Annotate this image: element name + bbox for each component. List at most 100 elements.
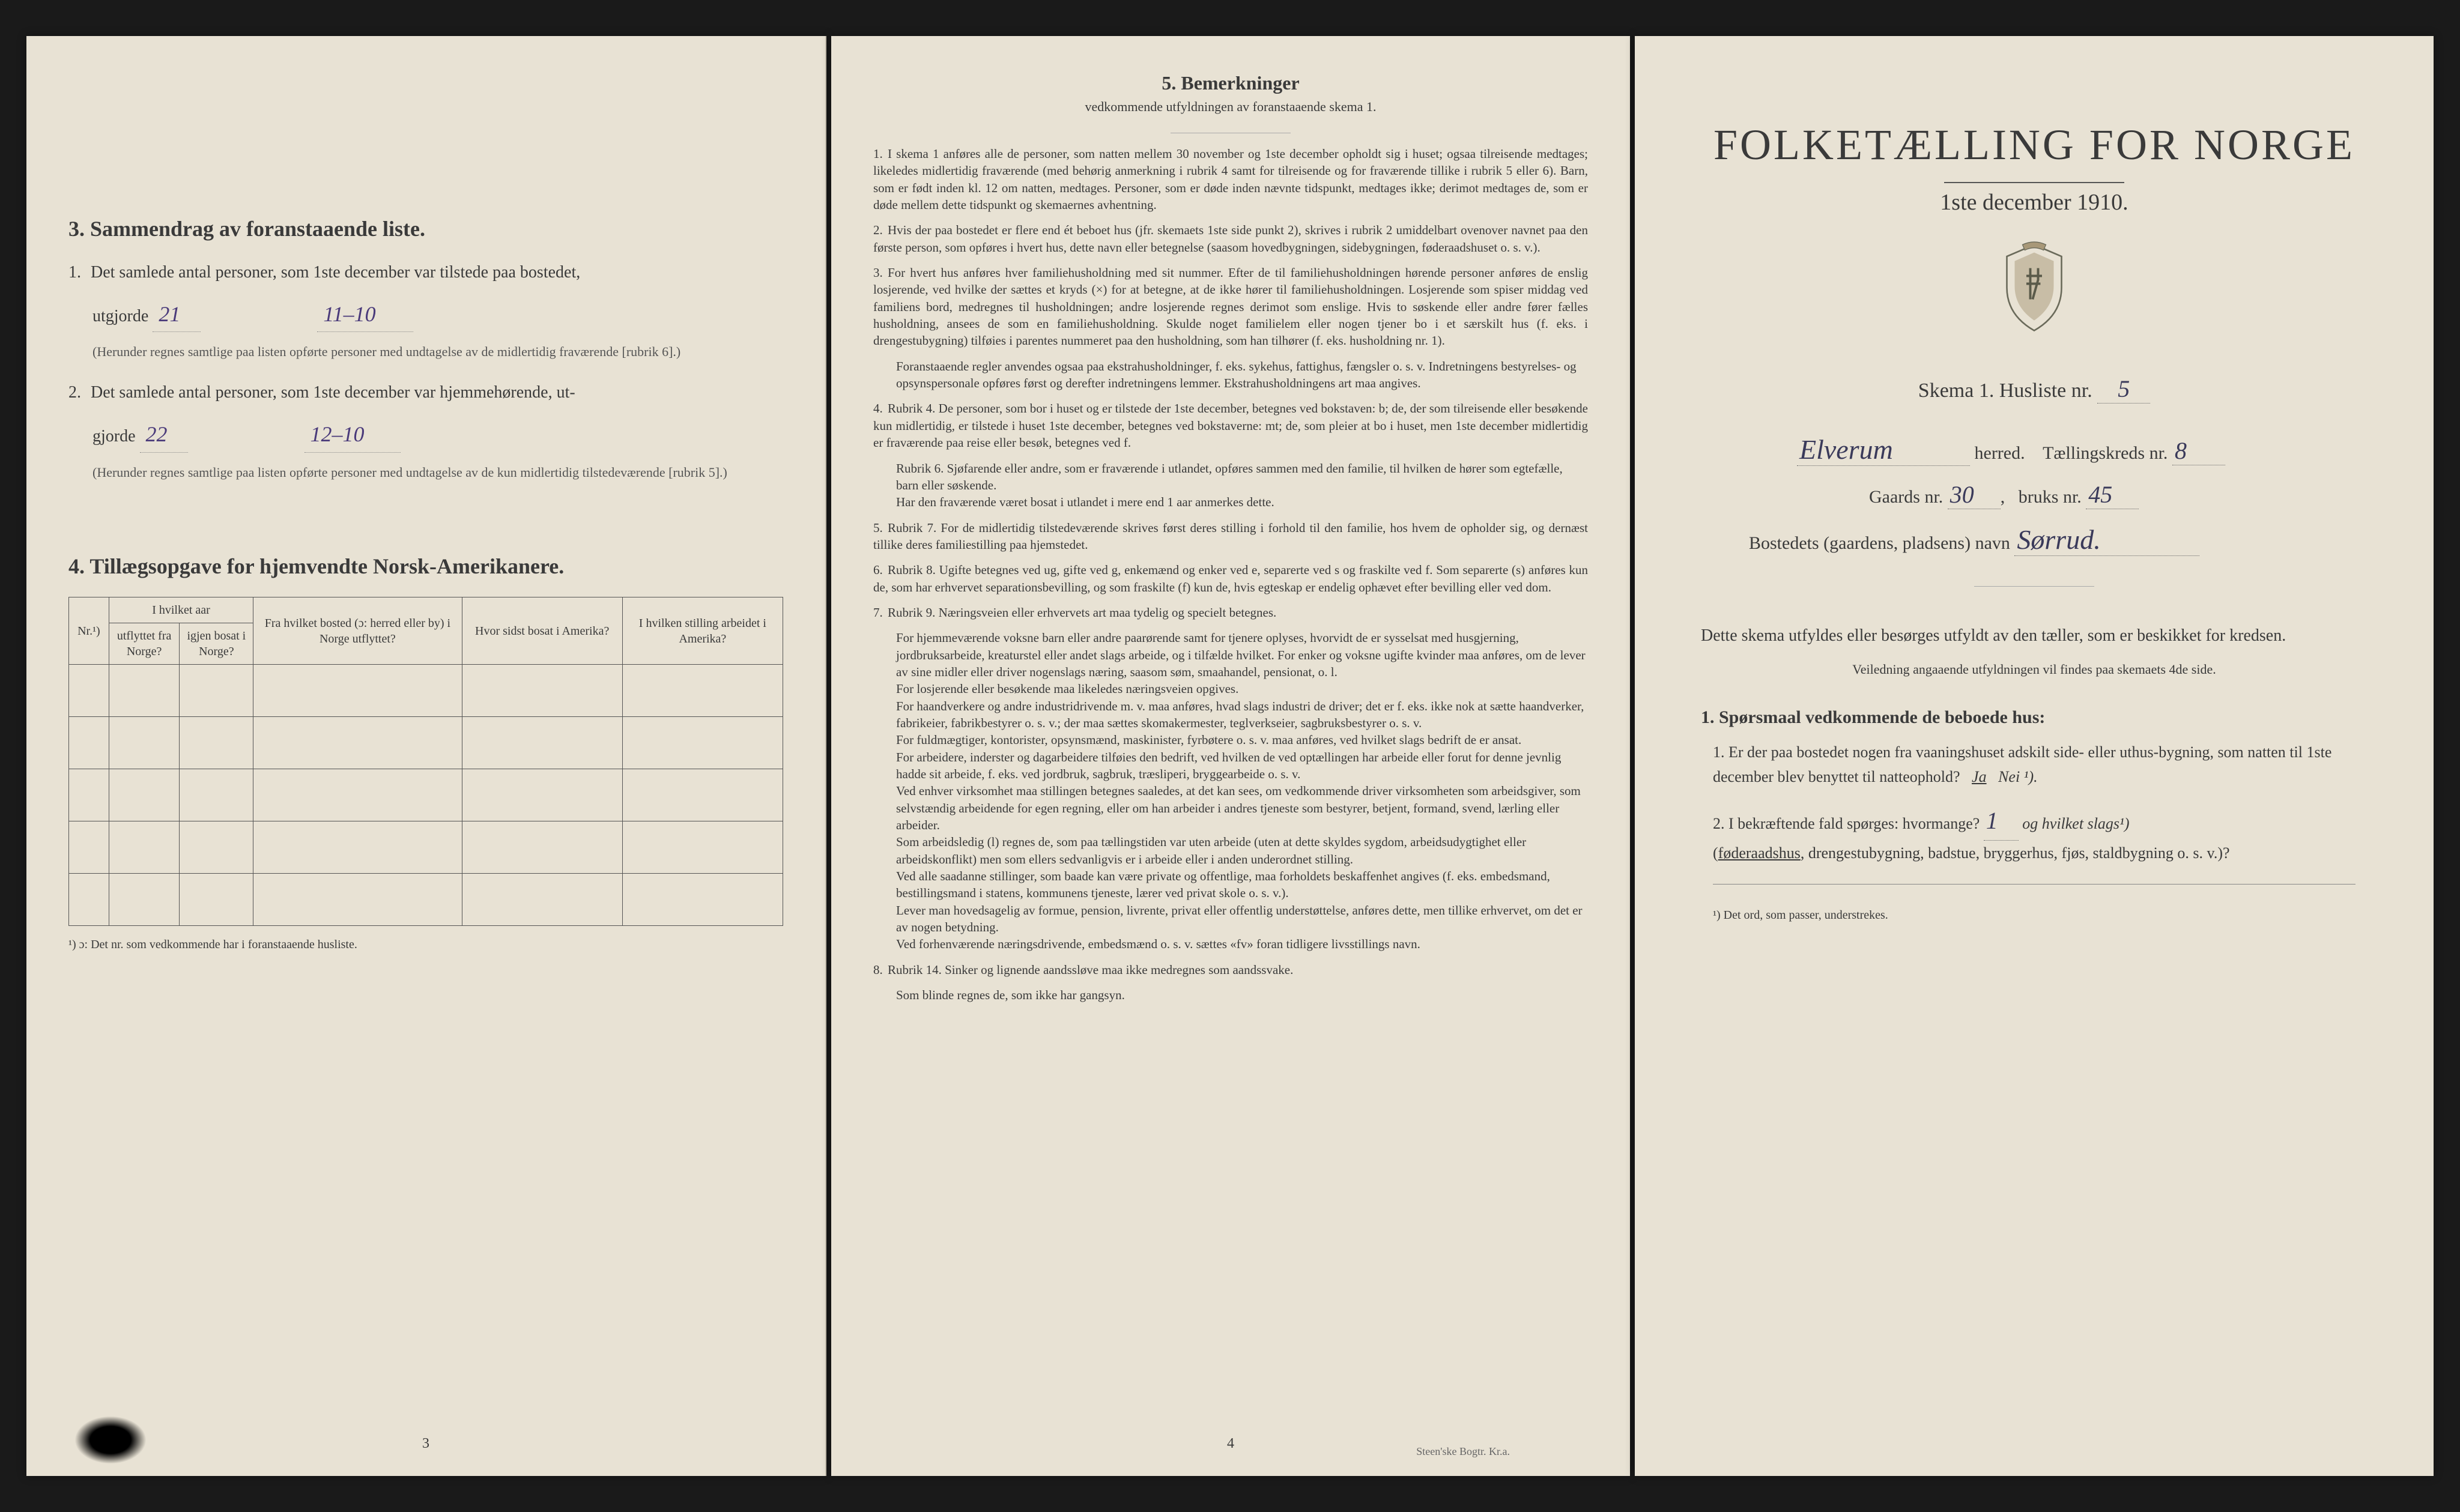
section5-subheading: vedkommende utfyldningen av foranstaaend… [873,99,1588,115]
skema-value: 5 [2097,375,2150,404]
gaards-label: Gaards nr. [1869,487,1943,507]
document-container: 3. Sammendrag av foranstaaende liste. 1.… [0,0,2460,1512]
table-row [69,717,783,769]
item1-text-b: utgjorde [92,307,148,325]
right-footnote: ¹) Det ord, som passer, understrekes. [1713,909,2392,922]
coat-of-arms [1677,240,2392,339]
herred-label: herred. [1975,443,2025,463]
page-number-3: 3 [422,1436,429,1452]
remark-indent: Som arbeidsledig (l) regnes de, som paa … [896,833,1588,868]
kreds-value: 8 [2172,437,2225,465]
bosted-value: Sørrud. [2014,524,2199,556]
table-row [69,665,783,717]
th-year-sub2: igjen bosat i Norge? [180,623,253,665]
question-2: 2. I bekræftende fald spørges: hvormange… [1713,802,2355,866]
q2-text-a: I bekræftende fald spørges: hvormange? [1728,815,1980,832]
q1-nei: Nei ¹). [1998,768,2038,785]
bosted-label: Bostedets (gaardens, pladsens) navn [1749,533,2010,553]
instruction1: Dette skema utfyldes eller besørges utfy… [1701,623,2368,650]
item2-text-a: Det samlede antal personer, som 1ste dec… [91,383,575,402]
item2-value1: 22 [140,417,188,453]
bruks-label: bruks nr. [2019,487,2082,507]
remark-indent: For losjerende eller besøkende maa likel… [896,680,1588,697]
item1-text-a: Det samlede antal personer, som 1ste dec… [91,263,580,282]
th-year-sub1: utflyttet fra Norge? [109,623,180,665]
remark-text: Rubrik 8. Ugifte betegnes ved ug, gifte … [873,563,1588,594]
page-right: FOLKETÆLLING FOR NORGE 1ste december 191… [1635,36,2434,1476]
remark-item: 8.Rubrik 14. Sinker og lignende aandsslø… [873,961,1588,978]
question-1: 1. Er der paa bostedet nogen fra vaaning… [1713,740,2355,790]
remark-indent: For haandverkere og andre industridriven… [896,698,1588,732]
table-row [69,821,783,874]
bosted-line: Bostedets (gaardens, pladsens) navn Sørr… [1749,524,2392,556]
remark-num: 6. [873,561,888,578]
page-middle: 5. Bemerkninger vedkommende utfyldningen… [831,36,1630,1476]
item1-num: 1. [68,259,86,286]
remark-item: 3.For hvert hus anføres hver familiehush… [873,264,1588,349]
remark-indent: Foranstaaende regler anvendes ogsaa paa … [896,358,1588,392]
th-stilling: I hvilken stilling arbeidet i Amerika? [622,597,783,665]
section3-heading: 3. Sammendrag av foranstaaende liste. [68,216,783,241]
kreds-label: Tællingskreds nr. [2043,443,2168,463]
q1-ja: Ja [1972,768,1987,785]
remark-item: 6.Rubrik 8. Ugifte betegnes ved ug, gift… [873,561,1588,596]
remark-indent: Som blinde regnes de, som ikke har gangs… [896,987,1588,1003]
th-year: I hvilket aar [109,597,253,623]
remark-num: 5. [873,519,888,536]
q2-text-b: og hvilket slags¹) [2022,815,2129,832]
herred-line: Elverum herred. Tællingskreds nr. 8 [1797,434,2392,466]
remark-item: 4.Rubrik 4. De personer, som bor i huset… [873,400,1588,451]
printer-note: Steen'ske Bogtr. Kr.a. [1416,1445,1510,1458]
page-left: 3. Sammendrag av foranstaaende liste. 1.… [26,36,826,1476]
remark-text: Rubrik 9. Næringsveien eller erhvervets … [888,605,1276,620]
remark-indent: Ved enhver virksomhet maa stillingen bet… [896,782,1588,833]
remark-indent: For fuldmægtiger, kontorister, opsynsmæn… [896,731,1588,748]
remark-indent: Rubrik 6. Sjøfarende eller andre, som er… [896,460,1588,494]
remark-text: Rubrik 4. De personer, som bor i huset o… [873,401,1588,450]
remark-item: 2.Hvis der paa bostedet er flere end ét … [873,222,1588,256]
item2-line2: gjorde 22 12–10 [92,417,783,453]
remark-text: For hvert hus anføres hver familiehushol… [873,265,1588,348]
remark-text: Rubrik 7. For de midlertidig tilstedevær… [873,521,1588,552]
th-nr: Nr.¹) [69,597,109,665]
q2-text-c: (føderaadshus, drengestubygning, badstue… [1713,844,2230,862]
herred-value: Elverum [1797,434,1970,466]
separator [1713,884,2355,885]
remark-indent: Ved forhenværende næringsdrivende, embed… [896,936,1588,952]
remark-item: 5.Rubrik 7. For de midlertidig tilstedev… [873,519,1588,554]
q1-num: 1. [1713,743,1725,761]
gaards-value: 30 [1948,480,2001,509]
crest-icon [1995,240,2073,336]
amerikanere-table: Nr.¹) I hvilket aar Fra hvilket bosted (… [68,597,783,926]
gaards-line: Gaards nr. 30, bruks nr. 45 [1869,480,2392,509]
bruks-value: 45 [2086,480,2139,509]
section4-footnote: ¹) ɔ: Det nr. som vedkommende har i fora… [68,938,783,952]
item1-line2: utgjorde 21 11–10 [92,297,783,333]
q2-num: 2. [1713,815,1725,832]
remark-item: 1.I skema 1 anføres alle de personer, so… [873,145,1588,213]
remark-num: 2. [873,222,888,238]
table-body [69,665,783,926]
item2-note: (Herunder regnes samtlige paa listen opf… [92,464,783,482]
q2-value: 1 [1984,802,2019,841]
remark-text: I skema 1 anføres alle de personer, som … [873,147,1588,212]
remark-text: Hvis der paa bostedet er flere end ét be… [873,223,1588,254]
remark-num: 7. [873,604,888,621]
skema-label: Skema 1. Husliste nr. [1918,380,2092,402]
skema-line: Skema 1. Husliste nr. 5 [1677,375,2392,404]
remark-item: 7.Rubrik 9. Næringsveien eller erhvervet… [873,604,1588,621]
table-row [69,874,783,926]
th-amerika: Hvor sidst bosat i Amerika? [462,597,622,665]
remark-num: 1. [873,145,888,162]
remark-text: Rubrik 14. Sinker og lignende aandssløve… [888,963,1293,977]
table-row [69,769,783,821]
question-heading: 1. Spørsmaal vedkommende de beboede hus: [1701,707,2392,728]
remark-num: 4. [873,400,888,417]
page-number-4: 4 [1227,1436,1234,1452]
section4: 4. Tillægsopgave for hjemvendte Norsk-Am… [68,554,783,952]
item2-num: 2. [68,380,86,407]
remark-indent: Ved alle saadanne stillinger, som baade … [896,868,1588,902]
instruction2: Veiledning angaaende utfyldningen vil fi… [1677,662,2392,677]
item1-note: (Herunder regnes samtlige paa listen opf… [92,343,783,361]
remark-num: 3. [873,264,888,281]
